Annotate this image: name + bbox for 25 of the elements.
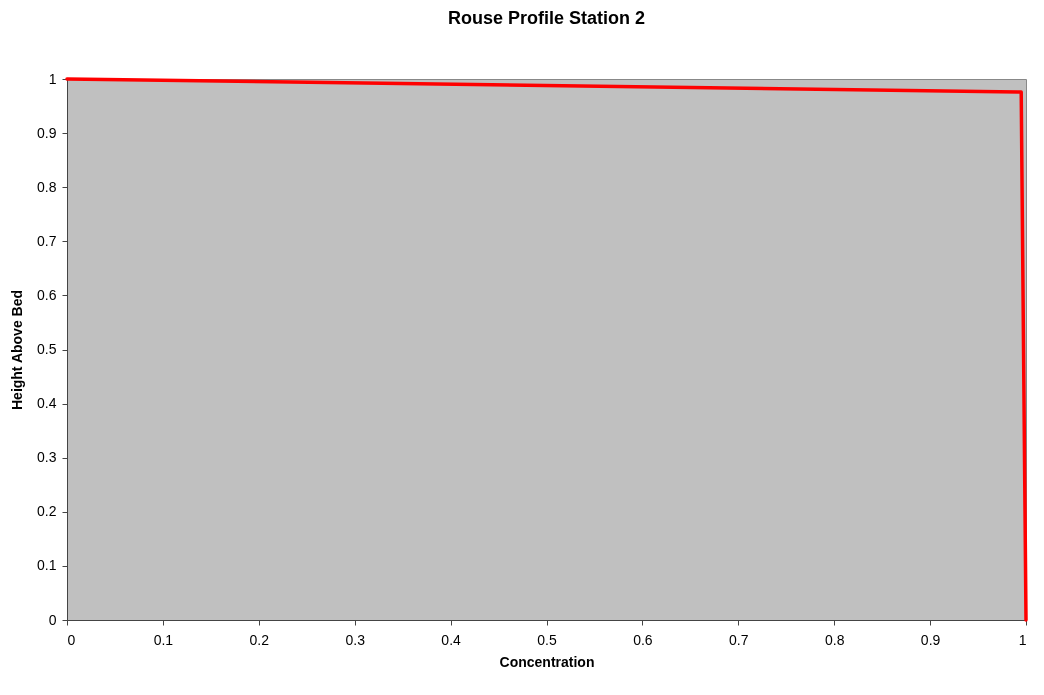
chart-title: Rouse Profile Station 2 [447,8,646,28]
y-tick-label: 0.5 [37,341,57,357]
x-tick-label: 0.1 [153,631,174,648]
x-tick-label: 0.4 [441,631,462,648]
x-tick-label: 0.2 [249,631,270,648]
x-tick-label: 0.6 [633,631,653,648]
y-tick-label: 0.7 [37,232,57,249]
x-tick-label: 0.3 [345,631,366,648]
x-tick-label: 1 [1018,631,1027,648]
x-tick-label: 0.7 [729,631,749,648]
x-tick-label: 0.5 [537,631,557,648]
y-tick-label: 0.1 [37,557,57,574]
y-tick-label: 0.9 [37,124,57,141]
y-tick-label: 0.8 [37,178,57,195]
x-tick-label: 0.9 [920,631,941,648]
x-tick-label: 0 [67,631,76,648]
y-tick-label: 0.4 [37,395,57,412]
y-tick-label: 0 [48,611,57,628]
y-tick-label: 0.2 [37,503,57,520]
y-tick-label: 0.6 [37,286,57,303]
y-tick-label: 1 [48,70,57,87]
x-axis-title: Concentration [499,653,595,670]
x-tick-label: 0.8 [824,631,845,648]
y-axis-title: Height Above Bed [9,289,26,411]
y-tick-label: 0.3 [37,449,57,466]
